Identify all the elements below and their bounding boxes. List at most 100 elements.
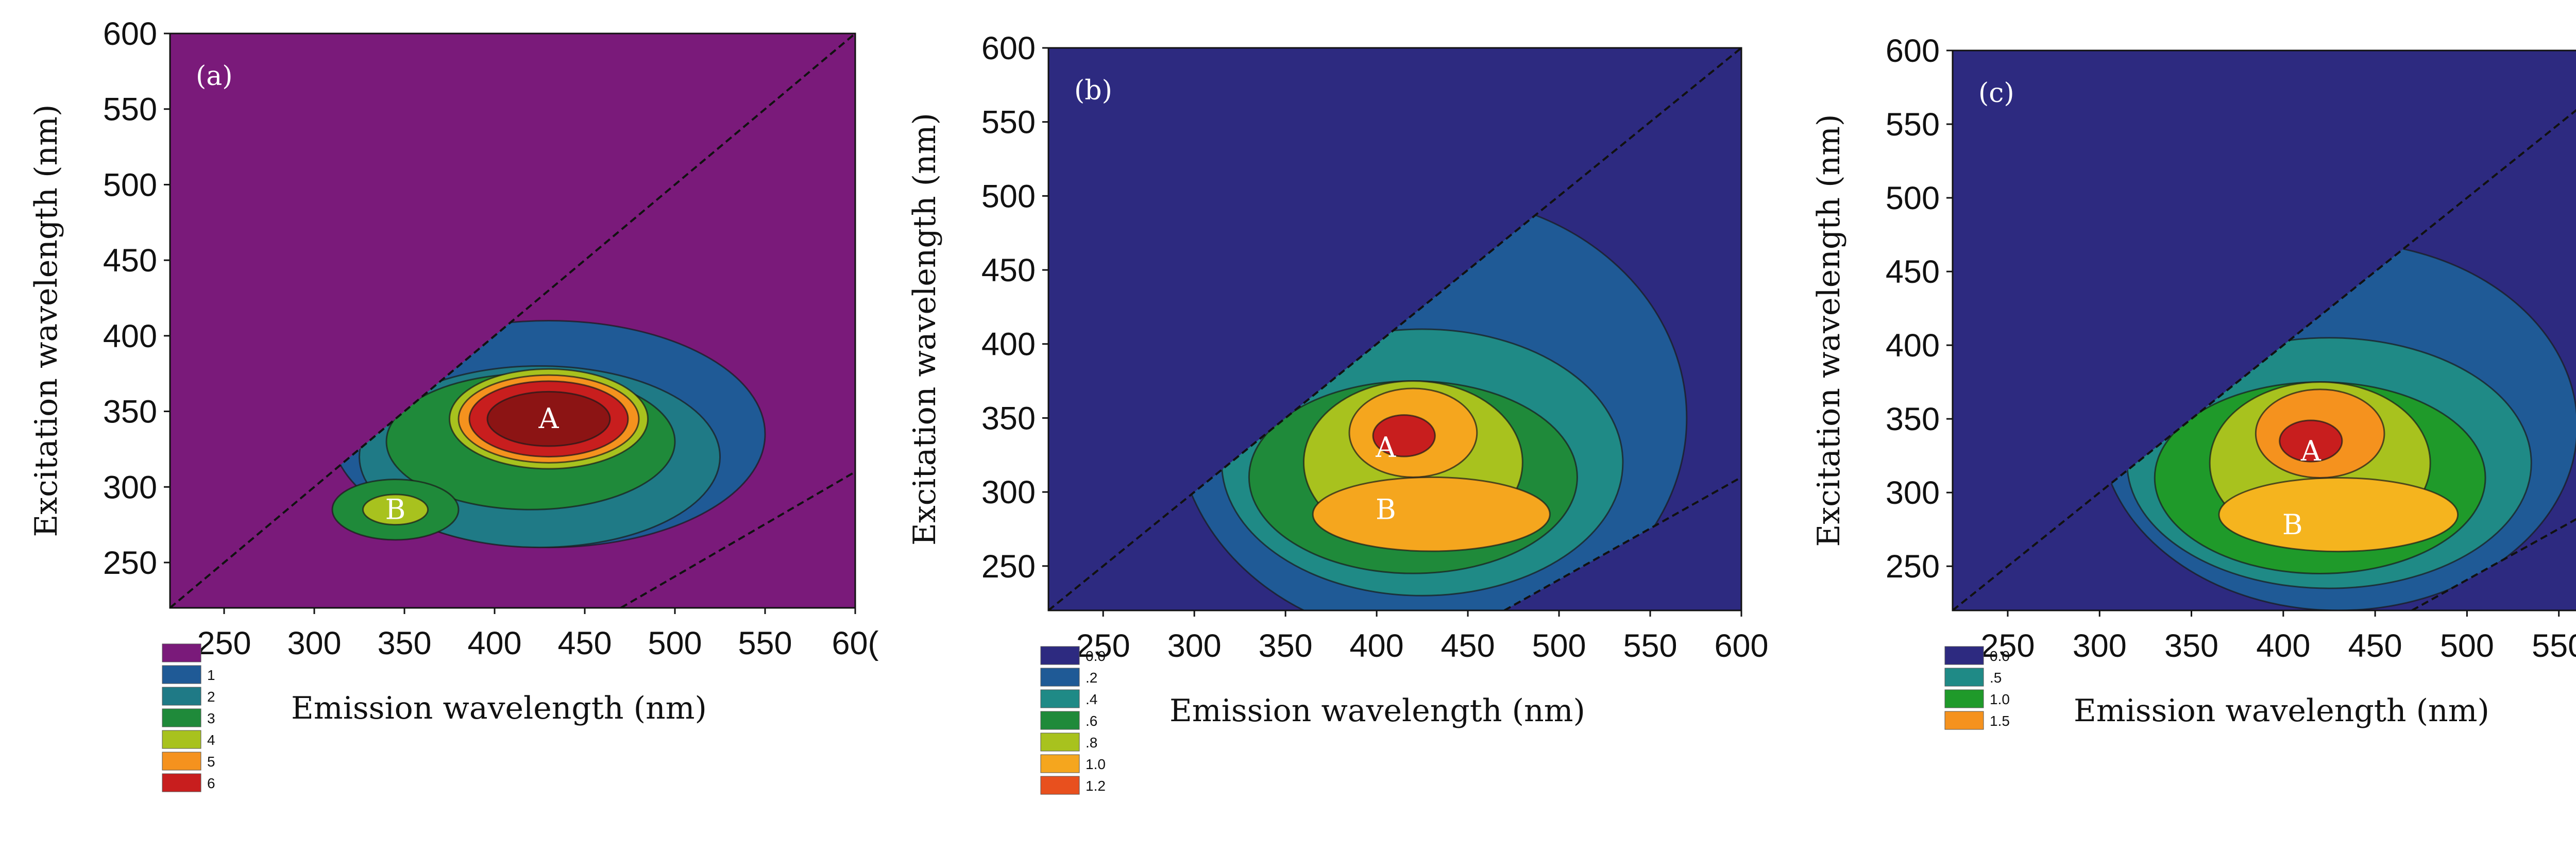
y-tick-label: 500: [103, 167, 157, 203]
contour-region: [170, 33, 855, 608]
legend-label: 6: [207, 775, 215, 791]
x-tick-label: 600: [1714, 628, 1768, 664]
panel-label: (b): [1074, 75, 1112, 106]
x-tick-label: 550: [1623, 628, 1677, 664]
peak-label-b: B: [2282, 508, 2303, 541]
x-tick-label: 250: [1980, 628, 2035, 664]
legend-label: 0.0: [1990, 648, 2010, 664]
y-tick-label: 400: [103, 318, 157, 354]
legend-swatch: [1040, 776, 1080, 795]
x-tick-label: 400: [1350, 628, 1404, 664]
x-tick-label: 500: [1532, 628, 1586, 664]
legend-label: .4: [1086, 691, 1097, 707]
legend-label: .5: [1990, 670, 2002, 686]
x-tick-label: 550: [2532, 628, 2576, 664]
y-axis-title: Excitation wavelength (nm): [28, 105, 64, 537]
y-tick-label: 450: [103, 243, 157, 279]
y-tick-label: 400: [1886, 328, 1940, 364]
contour-blob: [1372, 414, 1436, 457]
legend-swatch: [1040, 733, 1080, 752]
panel-label: (c): [1978, 78, 2014, 109]
y-tick-label: 350: [981, 400, 1036, 436]
x-axis-title: Emission wavelength (nm): [1170, 693, 1585, 729]
x-tick-label: 400: [467, 625, 521, 661]
second-order-line: [2411, 518, 2576, 610]
x-tick-label: 500: [2440, 628, 2494, 664]
legend-label: 0.0: [1086, 648, 1106, 664]
contour-blob: [486, 390, 611, 447]
y-axis-title: Excitation wavelength (nm): [1811, 114, 1847, 547]
x-tick-label: 350: [377, 625, 431, 661]
legend-swatch: [1040, 711, 1080, 730]
legend-label: 1.0: [1086, 756, 1106, 772]
legend-swatch: [1040, 754, 1080, 773]
legend-swatch: [162, 643, 201, 662]
axes-frame: [1952, 49, 2576, 611]
contour-blob: [2218, 477, 2459, 553]
x-tick-label: 450: [1441, 628, 1495, 664]
legend-swatch: [162, 665, 201, 684]
x-tick-label: 250: [197, 625, 251, 661]
x-tick-label: 550: [738, 625, 792, 661]
legend-label: .8: [1086, 735, 1097, 751]
peak-label-a: A: [538, 402, 560, 435]
legend-swatch: [1040, 689, 1080, 708]
scatter-mask-lower: [1504, 477, 1741, 610]
legend-swatch: [1944, 711, 1984, 730]
legend-swatch: [1944, 668, 1984, 687]
x-tick-label: 300: [2073, 628, 2127, 664]
x-tick-label: 300: [287, 625, 341, 661]
x-tick-label: 400: [2256, 628, 2310, 664]
legend-swatch: [1944, 646, 1984, 665]
x-axis-title: Emission wavelength (nm): [291, 690, 707, 726]
x-tick-label: 450: [557, 625, 612, 661]
y-tick-label: 300: [103, 469, 157, 505]
panel-label: (a): [196, 61, 233, 92]
y-tick-label: 500: [981, 178, 1036, 214]
legend-swatch: [162, 730, 201, 749]
panel-a: 250 300 350 400 450 500 550 60(250 300 350 400 450 5…: [28, 16, 879, 792]
y-tick-label: 450: [1886, 254, 1940, 290]
legend-label: 1.2: [1086, 778, 1106, 794]
peak-label-b: B: [1376, 493, 1396, 526]
legend-label: 5: [207, 754, 215, 770]
y-tick-label: 500: [1886, 180, 1940, 216]
legend-label: 3: [207, 710, 215, 726]
x-tick-label: 500: [648, 625, 702, 661]
legend-label: .6: [1086, 713, 1097, 729]
legend-label: .2: [1086, 670, 1097, 686]
contour-region: [1048, 48, 1741, 610]
contour-blob: [362, 493, 429, 526]
y-tick-label: 600: [103, 16, 157, 52]
peak-label-a: A: [2300, 435, 2321, 467]
legend-label: 4: [207, 732, 215, 748]
panel-c: 250 300 350 400 450 500 550 600 250 300 350 400 450 5…: [1811, 33, 2576, 730]
legend-swatch: [162, 687, 201, 706]
y-tick-label: 450: [981, 252, 1036, 288]
x-tick-label: 250: [1076, 628, 1130, 664]
contour-region: [1953, 50, 2576, 610]
axes-frame: [1047, 47, 1742, 611]
x-tick-label: 60(: [832, 625, 878, 661]
legend-label: 1: [207, 667, 215, 683]
panel-b: 250 300 350 400 450 500 550 600 250 300 350 400 450 5…: [907, 30, 1769, 795]
contour-blob: [1312, 476, 1551, 552]
y-tick-label: 600: [981, 30, 1036, 66]
y-axis-title: Excitation wavelength (nm): [907, 113, 943, 546]
scatter-mask-lower: [2412, 519, 2576, 610]
rayleigh-line: [1048, 48, 1741, 610]
scatter-mask-lower: [621, 471, 855, 608]
x-tick-label: 300: [1167, 628, 1222, 664]
x-axis-title: Emission wavelength (nm): [2074, 693, 2489, 729]
legend-swatch: [162, 752, 201, 771]
x-tick-label: 350: [2164, 628, 2218, 664]
y-tick-label: 300: [1886, 475, 1940, 511]
y-tick-label: 600: [1886, 33, 1940, 69]
legend-label: 1.0: [1990, 691, 2010, 707]
rayleigh-line: [170, 33, 855, 608]
axes-frame: [169, 32, 856, 609]
legend-swatch: [1040, 646, 1080, 665]
legend-swatch: [1944, 689, 1984, 708]
scatter-mask-upper: [1953, 50, 2576, 610]
rayleigh-line: [1953, 109, 2576, 610]
